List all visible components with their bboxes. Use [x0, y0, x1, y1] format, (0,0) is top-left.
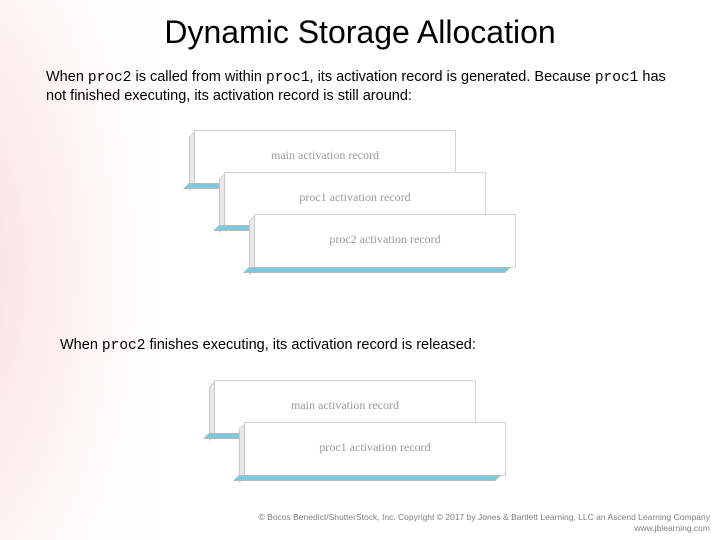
page-title: Dynamic Storage Allocation — [0, 14, 720, 51]
activation-record-card: proc2 activation record — [254, 214, 516, 268]
copyright-line1: © Bocos Benedict/ShutterStock, Inc. Copy… — [259, 512, 710, 523]
stack-diagram-1: main activation record proc1 activation r… — [0, 130, 720, 310]
code-proc1: proc1 — [266, 70, 310, 86]
copyright: © Bocos Benedict/ShutterStock, Inc. Copy… — [259, 512, 710, 534]
text: is called from within — [131, 69, 266, 85]
card-edge — [233, 475, 501, 481]
card-edge — [243, 267, 511, 273]
card-label: main activation record — [195, 148, 455, 163]
code-proc1b: proc1 — [595, 70, 639, 86]
copyright-line2: www.jblearning.com — [259, 523, 710, 534]
text: finishes executing, its activation recor… — [145, 337, 475, 353]
paragraph-1: When proc2 is called from within proc1, … — [46, 68, 680, 105]
paragraph-2: When proc2 finishes executing, its activ… — [60, 336, 680, 355]
text: When — [46, 69, 88, 85]
code-proc2: proc2 — [88, 70, 132, 86]
code-proc2b: proc2 — [102, 338, 146, 354]
card-label: proc2 activation record — [255, 232, 515, 247]
activation-record-card: proc1 activation record — [244, 422, 506, 476]
stack-diagram-2: main activation record proc1 activation r… — [0, 380, 720, 510]
card-label: main activation record — [215, 398, 475, 413]
card-label: proc1 activation record — [245, 440, 505, 455]
text: When — [60, 337, 102, 353]
card-label: proc1 activation record — [225, 190, 485, 205]
text: , its activation record is generated. Be… — [310, 69, 595, 85]
